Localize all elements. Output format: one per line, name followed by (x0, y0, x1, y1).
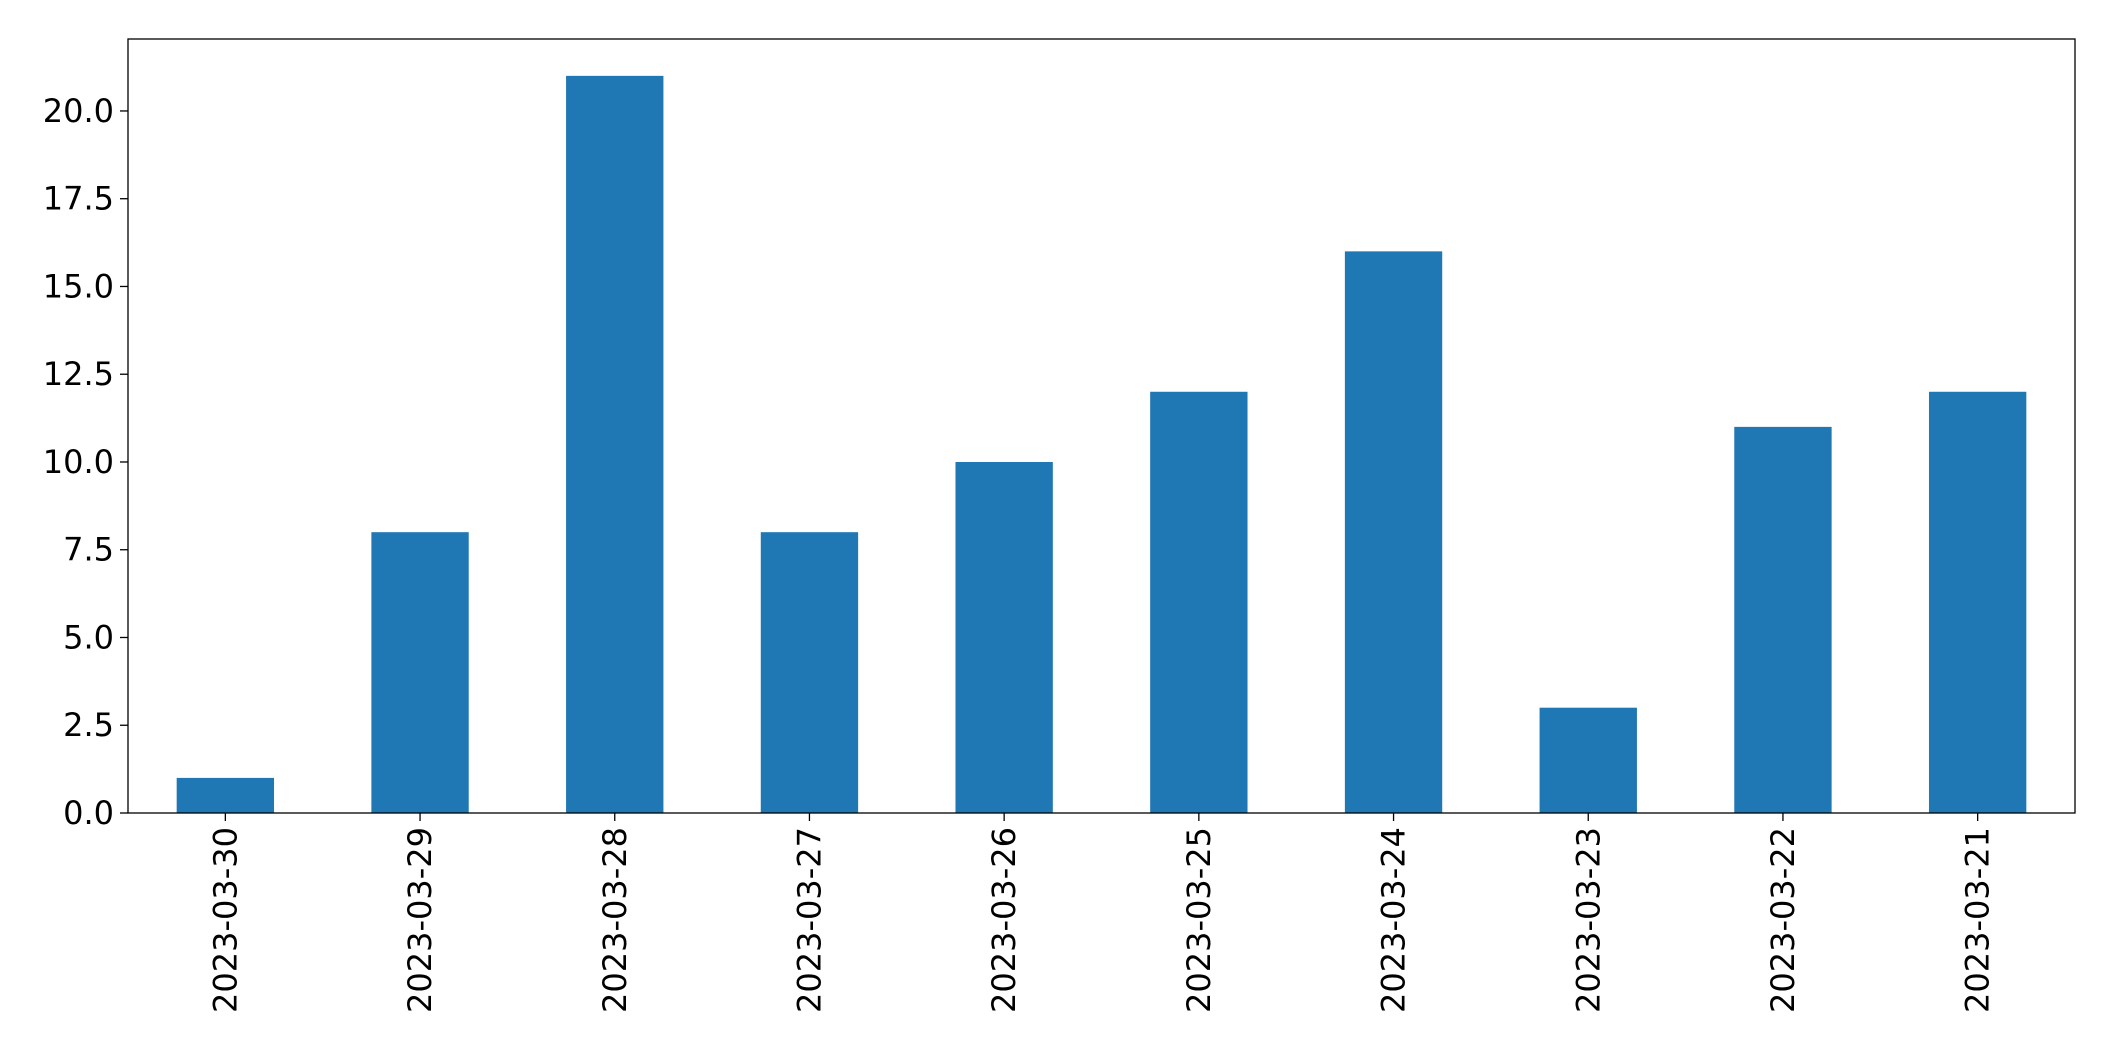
x-tick-label: 2023-03-24 (1375, 827, 1413, 1013)
y-tick-label: 15.0 (43, 267, 114, 305)
bar (1150, 391, 1248, 813)
y-tick-label: 0.0 (63, 794, 114, 832)
x-tick-label: 2023-03-30 (206, 827, 244, 1013)
plot-frame (127, 38, 2076, 814)
bar (566, 75, 664, 814)
y-tick-label: 2.5 (63, 706, 114, 744)
y-tick-label: 20.0 (43, 92, 114, 130)
bar (176, 777, 275, 813)
x-tick-label: 2023-03-28 (596, 827, 634, 1013)
y-tick-label: 10.0 (43, 443, 114, 481)
bar (1539, 707, 1637, 813)
x-tick-label: 2023-03-29 (401, 827, 439, 1013)
x-tick-label: 2023-03-27 (790, 827, 828, 1013)
x-tick-label: 2023-03-22 (1764, 827, 1802, 1013)
x-tick-label: 2023-03-25 (1180, 827, 1218, 1013)
bar (760, 532, 859, 813)
bar (371, 532, 469, 813)
y-tick-label: 12.5 (43, 355, 114, 393)
bar (1344, 251, 1443, 814)
y-tick-label: 17.5 (43, 180, 114, 218)
bar (955, 461, 1053, 813)
bar (1734, 426, 1832, 813)
x-tick-label: 2023-03-23 (1569, 827, 1607, 1013)
y-tick-label: 5.0 (63, 618, 114, 656)
x-tick-label: 2023-03-26 (985, 827, 1023, 1013)
bar (1928, 391, 2027, 813)
y-tick-label: 7.5 (63, 531, 114, 569)
x-tick-label: 2023-03-21 (1959, 827, 1997, 1013)
